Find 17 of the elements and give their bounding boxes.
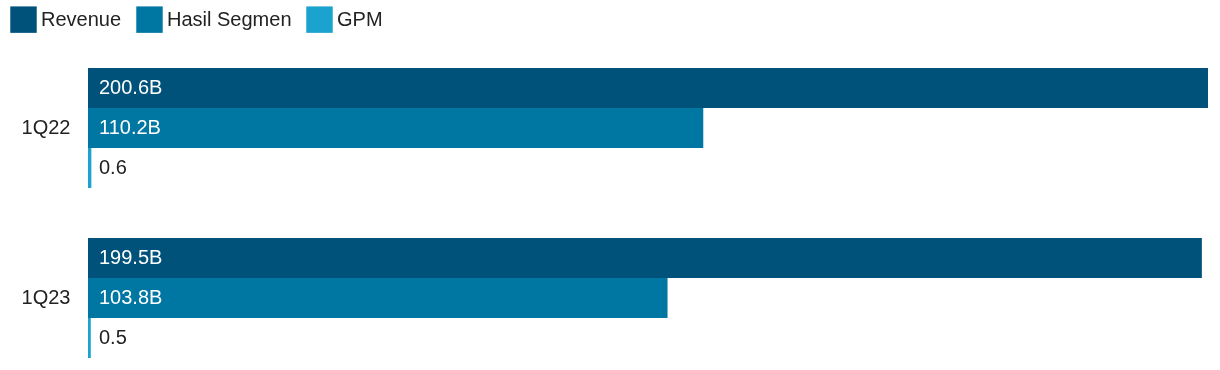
- bar: [88, 148, 92, 189]
- bar: [88, 277, 668, 318]
- y-tick-label: 1Q22: [21, 116, 71, 139]
- data-label: 200.6B: [99, 76, 163, 98]
- data-label: 110.2B: [99, 116, 161, 139]
- legend-label: Revenue: [41, 7, 122, 30]
- data-label: 0.5: [99, 326, 127, 348]
- y-tick-label: 1Q23: [21, 285, 71, 308]
- legend-label: Hasil Segmen: [167, 7, 292, 30]
- bar: [88, 108, 704, 149]
- data-label: 199.5B: [99, 245, 163, 268]
- bar: [88, 237, 1202, 278]
- legend-label: GPM: [337, 7, 383, 30]
- bar: [88, 318, 91, 358]
- data-label: 0.6: [99, 156, 127, 179]
- bar: [88, 68, 1208, 108]
- data-label: 103.8B: [99, 285, 163, 308]
